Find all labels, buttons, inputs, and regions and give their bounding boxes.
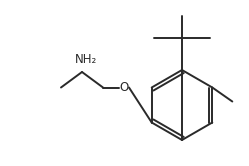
Text: NH₂: NH₂ xyxy=(75,52,97,66)
Text: O: O xyxy=(119,81,129,94)
